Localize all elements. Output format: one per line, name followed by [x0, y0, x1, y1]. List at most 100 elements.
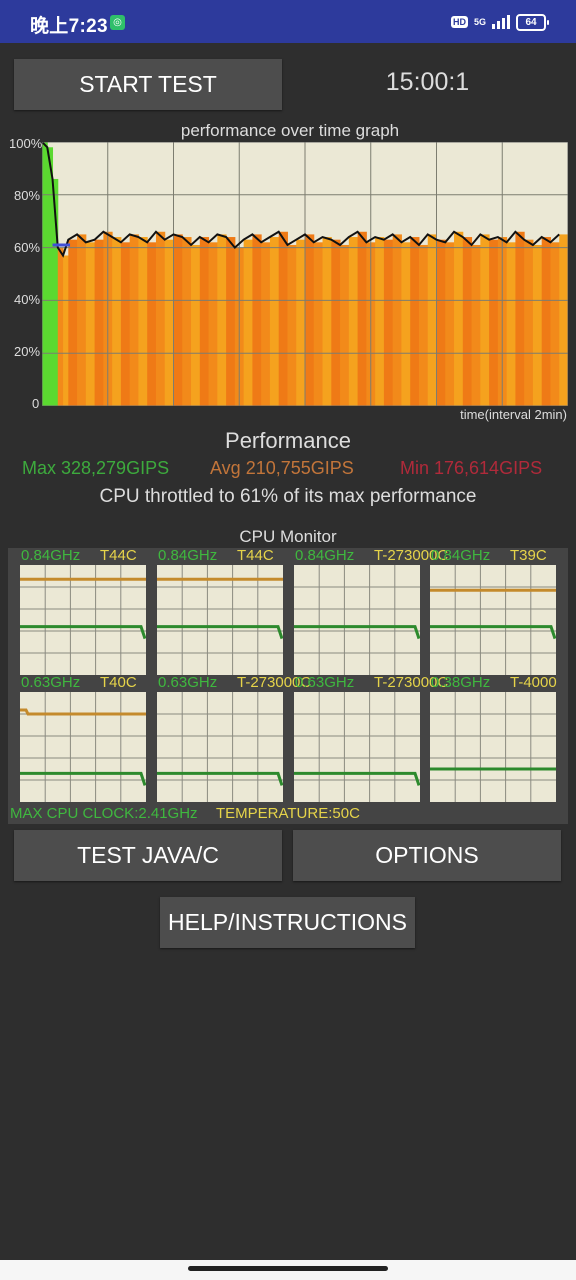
cpu-core-graph [20, 692, 146, 802]
avg-gips: Avg 210,755GIPS [210, 458, 354, 478]
cpu-core-graph [430, 692, 556, 802]
max-cpu-clock: MAX CPU CLOCK:2.41GHz [10, 805, 198, 822]
performance-bar [269, 237, 280, 406]
cpu-core-graph [294, 565, 420, 675]
y-tick-label: 0 [32, 396, 40, 411]
frequency-line [430, 625, 556, 640]
y-tick-label: 80% [14, 188, 41, 203]
test-timer: 15:00:1 [385, 68, 470, 96]
frequency-line [294, 771, 420, 786]
core-frequency-label: 0.63GHz [158, 674, 218, 691]
performance-bar [52, 178, 59, 406]
performance-heading: Performance [225, 428, 351, 453]
frequency-line [157, 771, 283, 786]
help-instructions-button[interactable]: HELP/INSTRUCTIONS [160, 897, 415, 948]
cpu-temperature: TEMPERATURE:50C [216, 805, 360, 822]
network-type-icon: 5G [473, 16, 486, 27]
performance-bar [392, 234, 402, 406]
start-test-button[interactable]: START TEST [14, 59, 282, 110]
performance-bar [462, 237, 473, 406]
performance-bar [313, 242, 324, 406]
performance-bar [208, 242, 218, 406]
performance-bar [63, 255, 69, 406]
cpu-core-graph [157, 692, 283, 802]
core-frequency-label: 0.38GHz [431, 674, 491, 691]
performance-bar [524, 239, 534, 406]
cpu-core-graph [157, 565, 283, 675]
performance-bar [515, 231, 525, 406]
performance-bar [480, 234, 490, 406]
performance-bar [532, 244, 543, 406]
core-temperature-label: T40C [100, 674, 137, 691]
performance-bar [199, 237, 210, 406]
options-button[interactable]: OPTIONS [293, 830, 561, 881]
performance-bar [47, 147, 54, 406]
frequency-line [20, 771, 146, 786]
performance-bar [155, 231, 166, 406]
core-frequency-label: 0.84GHz [431, 547, 491, 564]
cpu-monitor-title: CPU Monitor [239, 527, 337, 546]
core-temperature-label: T-273000C [374, 547, 449, 564]
performance-bar [164, 239, 174, 406]
performance-bar [541, 237, 551, 406]
performance-bar [401, 242, 411, 406]
test-java-c-button[interactable]: TEST JAVA/C [14, 830, 282, 881]
status-time: 晚上7:23 [30, 16, 108, 37]
performance-bar [322, 237, 332, 406]
performance-bar [427, 234, 437, 406]
performance-bar [375, 237, 385, 406]
performance-bar [112, 237, 122, 406]
cpu-monitor-panel: 0.84GHz T44C 0.84GHz T44C 0.84GHz T-273000C 0.… [8, 547, 568, 824]
performance-bar [410, 237, 420, 406]
performance-bar [252, 234, 262, 406]
performance-bar [348, 237, 359, 406]
performance-bar [68, 239, 78, 406]
min-gips: Min 176,614GIPS [400, 458, 543, 478]
core-temperature-label: T-4000 [510, 674, 557, 691]
cpu-core-graph [20, 565, 146, 675]
performance-bar [77, 234, 87, 406]
core-frequency-label: 0.84GHz [21, 547, 81, 564]
navigation-bar [0, 1260, 576, 1280]
battery-icon: 64 [516, 13, 549, 31]
core-frequency-label: 0.84GHz [158, 547, 218, 564]
temperature-line [20, 708, 146, 716]
performance-bar [217, 234, 227, 406]
performance-bar [454, 231, 464, 406]
performance-line [42, 142, 560, 258]
status-bar: 晚上7:23 ◎ HD 5G 64 [0, 0, 576, 43]
hd-icon: HD [450, 16, 468, 28]
max-gips: Max 328,279GIPS [22, 458, 170, 478]
performance-bar [261, 242, 271, 406]
status-icons: HD 5G 64 [450, 12, 549, 32]
frequency-line [20, 625, 146, 640]
performance-bar [287, 244, 297, 406]
frequency-line [294, 625, 420, 640]
y-tick-label: 60% [14, 240, 41, 255]
throttle-summary: CPU throttled to 61% of its max performa… [99, 486, 477, 507]
performance-bar [305, 234, 315, 406]
y-tick-label: 20% [14, 344, 41, 359]
performance-bar [445, 242, 455, 406]
performance-bar [559, 234, 568, 406]
performance-bar [129, 234, 139, 406]
core-frequency-label: 0.63GHz [295, 674, 355, 691]
frequency-line [157, 625, 283, 640]
performance-bar [550, 242, 560, 406]
performance-graph [42, 142, 568, 406]
cpu-core-graph [294, 692, 420, 802]
performance-bar [138, 237, 148, 406]
y-tick-label: 100% [9, 136, 43, 151]
core-temperature-label: T39C [510, 547, 547, 564]
x-axis-label: time(interval 2min) [460, 407, 567, 422]
performance-bar [436, 239, 446, 406]
performance-bar [278, 231, 288, 406]
performance-bar [331, 239, 341, 406]
performance-bar [120, 242, 131, 406]
performance-bar [243, 239, 253, 406]
performance-bar [147, 242, 157, 406]
core-temperature-label: T-273000C [237, 674, 312, 691]
core-temperature-label: T44C [100, 547, 137, 564]
performance-bar [173, 234, 183, 406]
home-gesture-handle[interactable] [188, 1266, 388, 1271]
